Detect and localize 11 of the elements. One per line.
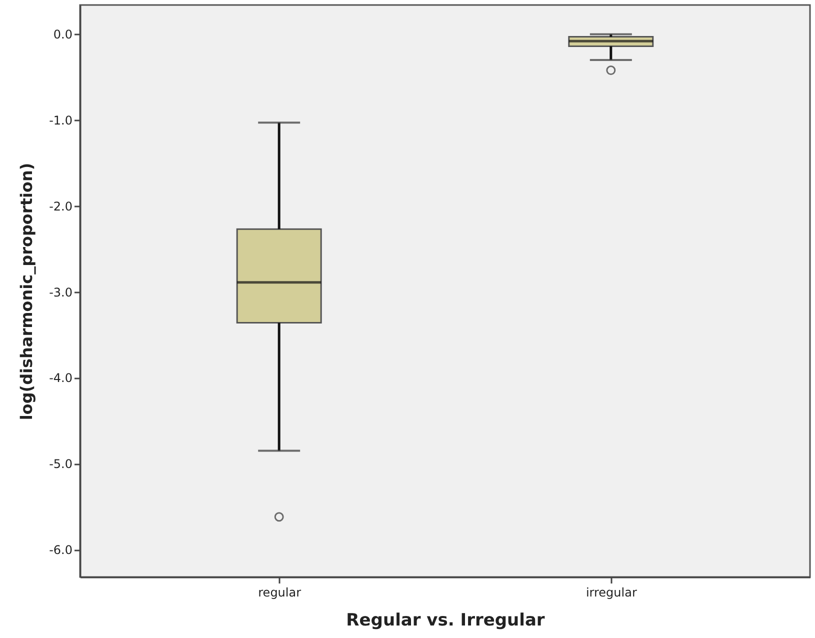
y-tick-label: -3.0 — [49, 285, 72, 300]
y-tick-label: -4.0 — [49, 371, 72, 386]
y-tick-label: -1.0 — [49, 114, 72, 128]
y-tick-label: -2.0 — [49, 199, 72, 214]
x-tick-label: regular — [258, 586, 302, 600]
y-tick-label: 0.0 — [53, 28, 72, 42]
y-axis-title: log(disharmonic_proportion) — [17, 162, 36, 420]
y-tick-label: -5.0 — [49, 457, 72, 472]
y-tick-label: -6.0 — [49, 543, 72, 558]
x-tick-label: irregular — [586, 586, 637, 600]
x-axis-title: Regular vs. Irregular — [346, 610, 546, 630]
